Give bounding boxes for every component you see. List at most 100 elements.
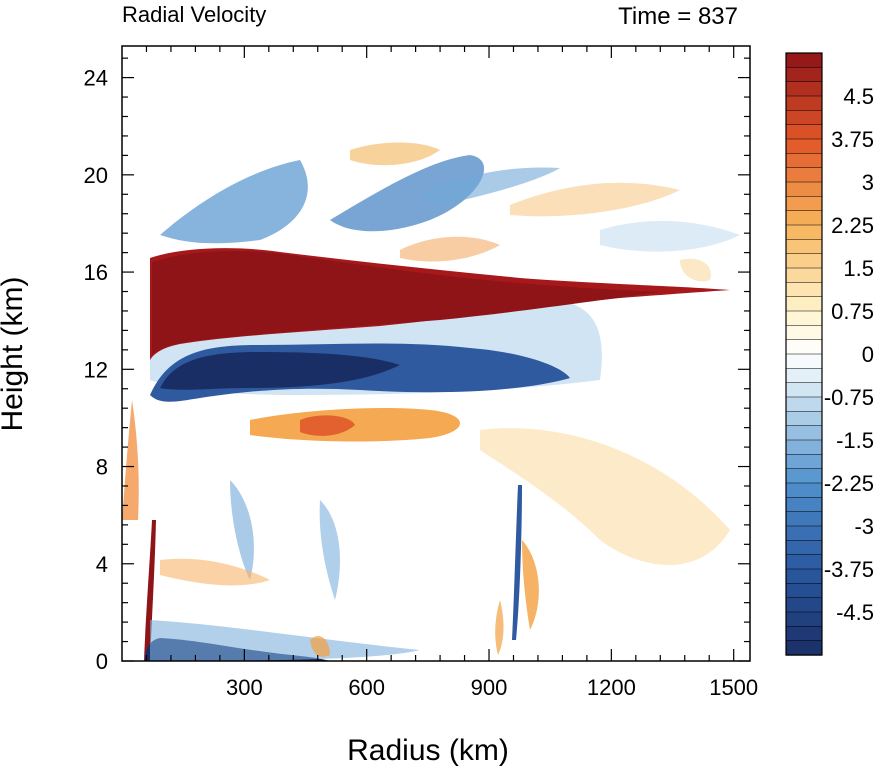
colorbar-label: 1.5 [843, 256, 874, 281]
colorbar-label: -2.25 [824, 471, 874, 496]
lower-blue-streak [319, 500, 340, 600]
upper-orange-streak [350, 142, 440, 166]
upper-orange-streak [510, 182, 680, 217]
colorbar-label: 3 [862, 170, 874, 195]
dark-blue-core [160, 352, 400, 390]
y-tick-label: 8 [96, 455, 108, 480]
secondary-spike-orange [522, 540, 539, 630]
colorbar-label: -1.5 [836, 428, 874, 453]
chart-title-right: Time = 837 [618, 3, 738, 30]
colorbar-swatch [785, 282, 823, 298]
colorbar-swatch [785, 167, 823, 183]
colorbar-label: 0 [862, 342, 874, 367]
red-outflow-core [152, 250, 660, 355]
colorbar-label: 2.25 [831, 213, 874, 238]
colorbar-swatch [785, 138, 823, 154]
lower-orange-streak [310, 635, 330, 657]
colorbar-label: -4.5 [836, 600, 874, 625]
y-tick-label: 4 [96, 552, 108, 577]
colorbar-swatch [785, 468, 823, 484]
colorbar-swatch [785, 267, 823, 283]
colorbar-swatch [785, 353, 823, 369]
colorbar-swatch [785, 325, 823, 341]
upper-blue-streak [420, 167, 560, 205]
lower-orange-streak [495, 600, 504, 655]
x-tick-label: 300 [226, 675, 263, 700]
colorbar-swatch [785, 626, 823, 642]
y-tick-label: 16 [84, 260, 108, 285]
colorbar-swatch [785, 583, 823, 599]
x-tick-label: 1200 [587, 675, 636, 700]
colorbar-label: -3 [854, 514, 874, 539]
colorbar-swatch [785, 110, 823, 126]
y-axis-label: Height (km) [0, 276, 29, 431]
colorbar-swatch [785, 425, 823, 441]
colorbar-swatch [785, 181, 823, 197]
upper-orange-streak [400, 236, 500, 262]
upper-blue-streak [330, 155, 485, 232]
colorbar-swatch [785, 454, 823, 470]
colorbar-swatch [785, 310, 823, 326]
colorbar-swatch [785, 210, 823, 226]
colorbar-swatch [785, 411, 823, 427]
right-faint-orange [480, 428, 730, 565]
colorbar-swatch [785, 296, 823, 312]
eyewall-orange-left [122, 400, 139, 520]
x-axis-label: Radius (km) [347, 734, 509, 767]
colorbar-swatch [785, 81, 823, 97]
colorbar-swatch [785, 497, 823, 513]
colorbar-swatch [785, 540, 823, 556]
colorbar-swatch [785, 124, 823, 140]
y-tick-label: 24 [84, 66, 108, 91]
secondary-spike [512, 485, 522, 640]
y-tick-label: 0 [96, 649, 108, 674]
colorbar-swatch [785, 396, 823, 412]
colorbar-swatch [785, 640, 823, 656]
lower-blue-streak [230, 480, 254, 580]
colorbar-swatch [785, 95, 823, 111]
colorbar-swatch [785, 368, 823, 384]
mid-orange-band [250, 408, 460, 442]
colorbar-swatch [785, 153, 823, 169]
right-light-orange [680, 258, 711, 282]
colorbar-swatch [785, 568, 823, 584]
colorbar-swatch [785, 525, 823, 541]
lower-orange-streak [160, 558, 270, 586]
colorbar-swatch [785, 439, 823, 455]
right-light-blue [600, 220, 740, 252]
eyewall-red [144, 520, 156, 661]
colorbar: 4.5 3.75 3 2.25 1.5 0.75 0 -0.75 -1.5 -2.25 -3 -3.7… [785, 52, 874, 656]
colorbar-label: 4.5 [843, 84, 874, 109]
x-tick-label: 600 [348, 675, 385, 700]
colorbar-swatch [785, 554, 823, 570]
colorbar-swatch [785, 482, 823, 498]
mid-orange-core [300, 415, 355, 436]
colorbar-swatch [785, 67, 823, 83]
colorbar-frame [785, 52, 823, 656]
colorbar-swatch [785, 52, 823, 68]
colorbar-swatch [785, 339, 823, 355]
x-tick-label: 900 [471, 675, 508, 700]
plot-frame [121, 45, 751, 662]
colorbar-swatch [785, 196, 823, 212]
colorbar-label: 0.75 [831, 299, 874, 324]
x-tick-label: 1500 [709, 675, 758, 700]
colorbar-swatch [785, 511, 823, 527]
colorbar-swatch [785, 382, 823, 398]
y-tick-label: 20 [84, 163, 108, 188]
colorbar-swatch [785, 597, 823, 613]
colorbar-label: -0.75 [824, 385, 874, 410]
boundary-layer-light-blue [150, 620, 420, 661]
colorbar-swatch [785, 224, 823, 240]
axes: 300 600 900 1200 1500 0 4 8 12 16 20 24 [84, 45, 758, 700]
colorbar-swatch [785, 253, 823, 269]
y-tick-label: 12 [84, 357, 108, 382]
colorbar-label: 3.75 [831, 127, 874, 152]
colorbar-swatch [785, 611, 823, 627]
chart-title-left: Radial Velocity [122, 2, 266, 27]
colorbar-swatch [785, 239, 823, 255]
plot-field [122, 46, 750, 661]
upper-blue-streak [160, 160, 308, 244]
colorbar-label: -3.75 [824, 557, 874, 582]
